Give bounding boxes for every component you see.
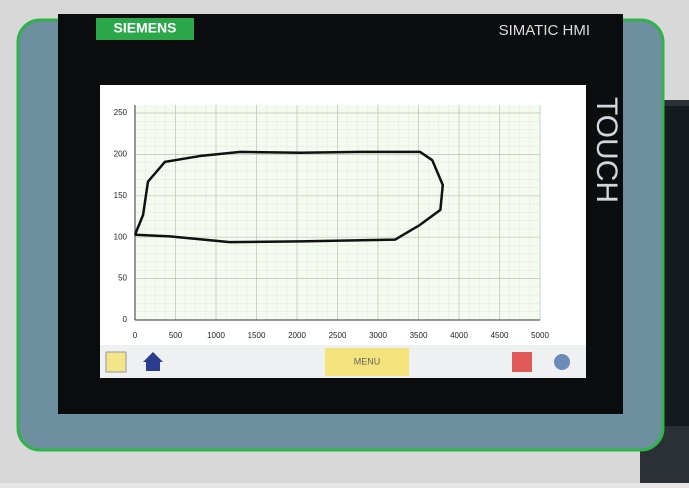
x-tick-label: 1000 (207, 331, 225, 340)
x-tick-label: 2000 (288, 331, 306, 340)
menu-label: MENU (354, 356, 381, 366)
y-tick-label: 250 (114, 108, 128, 117)
x-tick-label: 3000 (369, 331, 387, 340)
x-tick-label: 5000 (531, 331, 549, 340)
stop-button[interactable] (512, 352, 532, 372)
x-tick-label: 4000 (450, 331, 468, 340)
x-tick-label: 4500 (491, 331, 509, 340)
side-label: TOUCH (590, 97, 623, 203)
page: SIEMENS SIMATIC HMI TOUCH 0 50 100 150 200 25… (0, 0, 689, 483)
x-tick-label: 500 (169, 331, 183, 340)
x-tick-label: 1500 (248, 331, 266, 340)
alarm-button[interactable] (106, 352, 126, 372)
y-tick-label: 0 (123, 315, 128, 324)
y-tick-label: 200 (114, 150, 128, 159)
model: SIMATIC HMI (499, 22, 590, 39)
x-tick-label: 0 (133, 331, 138, 340)
settings-button[interactable] (554, 354, 570, 370)
y-tick-label: 150 (114, 191, 128, 200)
brand: SIEMENS (113, 20, 176, 36)
y-tick-label: 50 (118, 274, 127, 283)
hmi-photo: SIEMENS SIMATIC HMI TOUCH 0 50 100 150 200 25… (0, 0, 689, 483)
x-tick-label: 3500 (410, 331, 428, 340)
y-tick-label: 100 (114, 232, 128, 241)
x-tick-label: 2500 (329, 331, 347, 340)
